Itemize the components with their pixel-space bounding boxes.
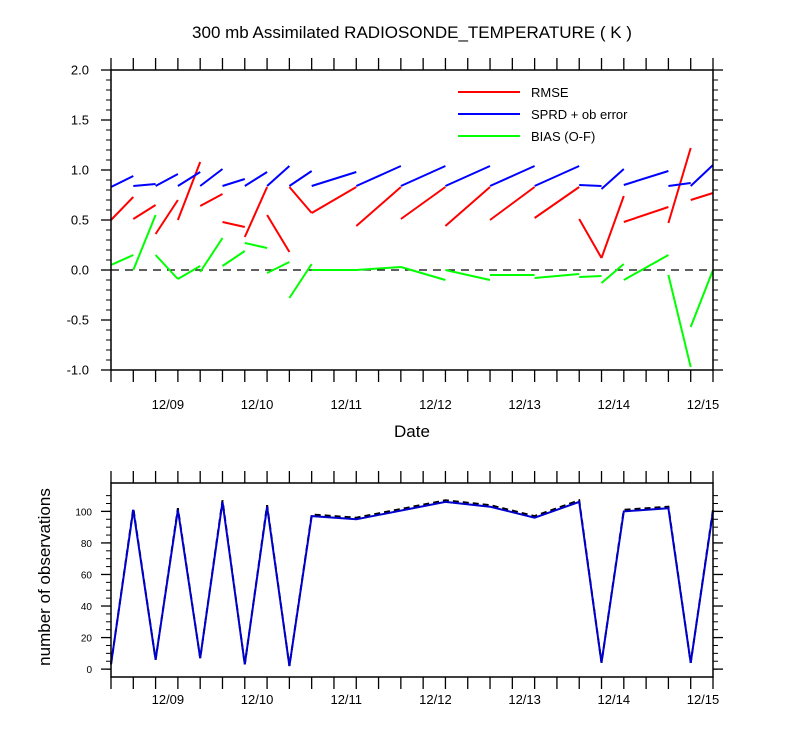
y-tick-label: 40 <box>81 602 93 613</box>
x-tick-label: 12/15 <box>687 692 720 707</box>
x-tick-label: 12/12 <box>419 692 452 707</box>
series-line-bias-o-f <box>110 214 714 368</box>
y-tick-label: 100 <box>75 507 92 518</box>
y-tick-label: 60 <box>81 570 93 581</box>
y-tick-label: -0.5 <box>67 313 89 328</box>
bottom-ticks-group: 12/09 12/10 12/11 12/12 12/13 12/14 12/15 0 20 40… <box>75 471 723 707</box>
top-ticks-group: 12/09 12/10 12/11 12/12 12/13 12/14 12/15 -1.0 -… <box>67 58 723 412</box>
y-tick-label: 0 <box>86 665 92 676</box>
y-tick-label: 20 <box>81 634 93 645</box>
series-line-rmse <box>110 147 714 259</box>
x-tick-label: 12/13 <box>508 397 541 412</box>
x-tick-label: 12/09 <box>152 397 185 412</box>
legend-label: BIAS (O-F) <box>531 129 595 144</box>
x-tick-label: 12/10 <box>241 397 274 412</box>
x-axis-label: Date <box>394 422 430 441</box>
y-tick-label: 2.0 <box>71 63 89 78</box>
bottom-plot-frame <box>110 482 714 678</box>
x-tick-label: 12/11 <box>330 692 362 707</box>
legend-label: SPRD + ob error <box>531 107 628 122</box>
x-tick-label: 12/11 <box>330 397 362 412</box>
x-tick-label: 12/12 <box>419 397 452 412</box>
legend: RMSE SPRD + ob error BIAS (O-F) <box>458 85 628 144</box>
x-tick-label: 12/14 <box>598 692 631 707</box>
legend-label: RMSE <box>531 85 569 100</box>
x-tick-label: 12/15 <box>687 397 720 412</box>
bottom-panel: 12/09 12/10 12/11 12/12 12/13 12/14 12/15 0 20 40… <box>75 471 723 707</box>
bottom-series-group <box>110 498 714 667</box>
x-tick-label: 12/09 <box>152 692 185 707</box>
series-line-sprd-ob-error <box>110 164 714 190</box>
chart-title: 300 mb Assimilated RADIOSONDE_TEMPERATUR… <box>192 23 632 42</box>
y-tick-label: 0.0 <box>71 263 89 278</box>
top-panel: 12/09 12/10 12/11 12/12 12/13 12/14 12/15 -1.0 -… <box>67 58 723 412</box>
y-axis-label-observations: number of observations <box>35 488 54 666</box>
observations-line-solid <box>110 500 714 667</box>
y-tick-label: 80 <box>81 539 93 550</box>
x-tick-label: 12/13 <box>508 692 541 707</box>
y-tick-label: -1.0 <box>67 363 89 378</box>
y-tick-label: 1.0 <box>71 163 89 178</box>
top-series-group <box>110 147 714 368</box>
x-tick-label: 12/10 <box>241 692 274 707</box>
y-tick-label: 1.5 <box>71 113 89 128</box>
x-tick-label: 12/14 <box>598 397 631 412</box>
y-tick-label: 0.5 <box>71 213 89 228</box>
top-plot-frame <box>110 69 714 371</box>
